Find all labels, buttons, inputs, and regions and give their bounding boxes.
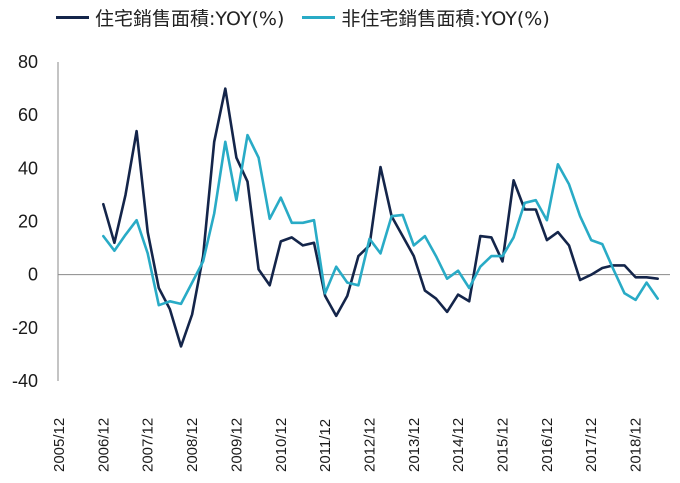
legend-label-non-residential: 非住宅銷售面積:YOY(%) xyxy=(341,8,550,30)
y-tick-label: -40 xyxy=(12,371,38,391)
x-tick-label: 2005/12 xyxy=(51,418,68,472)
x-tick-label: 2017/12 xyxy=(583,418,600,472)
x-tick-label: 2014/12 xyxy=(450,418,467,472)
y-tick-labels: -40 -20 0 20 40 60 80 xyxy=(12,52,38,391)
legend-swatch-residential xyxy=(56,16,89,19)
y-tick-label: 40 xyxy=(18,158,38,178)
legend: 住宅銷售面積:YOY(%) 非住宅銷售面積:YOY(%) xyxy=(56,4,568,31)
y-tick-label: 60 xyxy=(18,105,38,125)
series-points-1 xyxy=(103,135,658,306)
y-tick-label: 0 xyxy=(28,265,38,285)
y-tick-label: -20 xyxy=(12,318,38,338)
x-tick-labels: 2005/12 2006/12 2007/12 2008/12 2009/12 2010/… xyxy=(51,418,645,472)
legend-item-residential: 住宅銷售面積:YOY(%) xyxy=(56,4,284,31)
x-tick-label: 2008/12 xyxy=(184,418,201,472)
legend-label-residential: 住宅銷售面積:YOY(%) xyxy=(95,8,285,30)
x-tick-label: 2015/12 xyxy=(495,418,512,472)
x-tick-label: 2013/12 xyxy=(406,418,423,472)
x-tick-label: 2010/12 xyxy=(273,418,290,472)
x-tick-label: 2012/12 xyxy=(361,418,378,472)
series-line-0 xyxy=(102,87,660,348)
y-tick-label: 20 xyxy=(18,212,38,232)
x-tick-label: 2011/12 xyxy=(317,419,334,472)
chart-series xyxy=(102,87,660,348)
y-tick-label: 80 xyxy=(18,52,38,72)
series-points-0 xyxy=(103,88,658,347)
legend-item-non-residential: 非住宅銷售面積:YOY(%) xyxy=(302,4,550,31)
series-line-1 xyxy=(102,133,660,307)
x-tick-label: 2016/12 xyxy=(539,418,556,472)
x-tick-label: 2007/12 xyxy=(140,418,157,472)
x-tick-label: 2018/12 xyxy=(628,418,645,472)
legend-swatch-non-residential xyxy=(302,16,336,19)
chart-axes xyxy=(57,62,670,381)
x-tick-label: 2006/12 xyxy=(95,418,112,472)
x-tick-label: 2009/12 xyxy=(228,418,245,472)
